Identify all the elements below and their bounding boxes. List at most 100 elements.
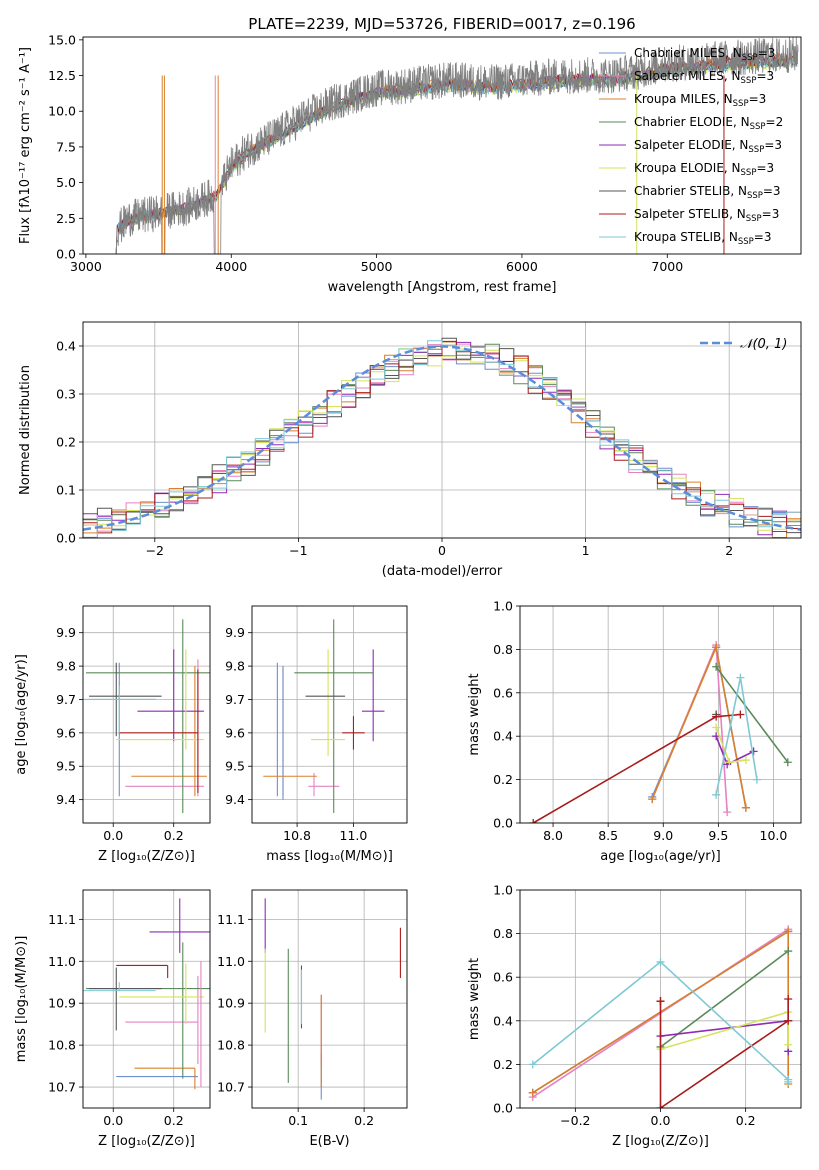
y-tick-label: 15.0 [48,32,76,47]
series-point [723,808,732,817]
y-tick-label: 7.5 [56,139,76,154]
y-tick-label: 10.7 [48,1080,76,1095]
errorbar-point [83,982,156,992]
axes-frame [251,605,408,824]
x-tick-label: 0.2 [164,828,184,843]
legend: Chabrier MILES, NSSP=3 Salpeter MILES, NS… [599,46,783,247]
x-tick-label: −0.2 [560,1113,590,1128]
series-point [752,775,761,784]
y-tick-label: 0.0 [493,1101,513,1116]
errorbar-point [119,963,204,1025]
series-7 [656,995,793,1108]
series-5 [656,1008,793,1054]
y-tick-label: 9.9 [225,625,245,640]
panel-age_vs_Z: 0.0 0.2 9.4 9.5 9.6 9.7 9.8 9.9 Z [log₁₀(Z/Z⊙)] a… [14,605,211,864]
x-tick-label: 9.0 [653,828,673,843]
series-point [528,1060,537,1069]
x-tick-label: 5000 [361,259,393,274]
legend-entry: Salpeter STELIB, NSSP=3 [634,207,779,224]
histogram-8 [83,340,801,538]
y-tick-label: 12.5 [48,68,76,83]
panel-massweight_vs_age: 8.0 8.5 9.0 9.5 10.0 0.0 0.2 0.4 0.6 0.8 1.0 age [l… [467,599,802,864]
series-line [660,1019,789,1052]
series-point [656,997,665,1006]
x-tick-label: 9.5 [708,828,728,843]
series-point [784,947,793,956]
errorbar-point [134,1067,196,1090]
axes-frame [82,36,802,255]
x-tick-label: 0.0 [103,1113,123,1128]
y-tick-label: 9.9 [56,625,76,640]
y-tick-label: 9.6 [56,725,76,740]
plot-area [83,890,210,1108]
plot-area [252,890,407,1108]
errorbar-point [361,649,385,742]
x-tick-label: −1 [289,543,307,558]
errorbar-point [83,686,156,733]
axes-frame [82,605,211,824]
plot-area [520,890,801,1108]
legend-entry: Kroupa MILES, NSSP=3 [634,92,766,109]
panel-residual_histogram: −2 −1 0 1 2 0.0 0.1 0.2 0.3 0.4 (data-model)/error… [18,321,802,579]
series-point [736,710,745,719]
y-tick-label: 9.4 [56,792,76,807]
series-point [712,643,721,652]
x-tick-label: 0.0 [651,1113,671,1128]
axes-frame [519,889,802,1109]
y-tick-label: 0.0 [56,531,76,546]
errorbar-point [131,666,207,797]
y-axis-label: age [log₁₀(age/yr)] [14,654,29,775]
series-point [784,1077,793,1086]
series-point [712,723,721,732]
x-axis-label: E(B-V) [309,1134,349,1149]
legend-entry: 𝒩(0, 1) [740,337,787,352]
series-point [749,747,758,756]
x-tick-label: −2 [146,543,164,558]
panels: 3000 4000 5000 6000 70000.02.55.07.510.012.5… [14,32,802,1149]
legend: 𝒩(0, 1) [700,337,787,352]
y-tick-label: 10.7 [217,1080,245,1095]
y-tick-label: 9.8 [225,659,245,674]
y-tick-label: 11.0 [217,954,245,969]
x-tick-label: 0.2 [736,1113,756,1128]
axes-frame [519,605,802,824]
y-tick-label: 1.0 [493,599,513,614]
gaussian-reference-curve [83,345,801,531]
x-axis-label: Z [log₁₀(Z/Z⊙)] [612,1134,709,1149]
axes-frame [82,321,802,539]
errorbar-point [89,967,162,1031]
series-point [712,712,721,721]
series-line [660,950,789,1048]
plot-area [83,606,210,823]
y-tick-label: 9.7 [56,692,76,707]
y-tick-label: 9.7 [225,692,245,707]
figure-title: PLATE=2239, MJD=53726, FIBERID=0017, z=0… [248,15,635,33]
series-3 [656,947,793,1051]
legend-entry: Salpeter ELODIE, NSSP=3 [634,138,782,155]
series-point [784,1040,793,1049]
series-point [736,673,745,682]
legend-entry: Chabrier STELIB, NSSP=3 [634,184,781,201]
panel-mass_vs_Z: 0.0 0.2 10.7 10.8 10.9 11.0 11.1 Z [log₁₀(Z/Z⊙)… [14,889,211,1149]
y-axis-label: Normed distribution [18,365,33,495]
series-point [648,795,657,804]
errorbar-point [137,649,204,742]
y-tick-label: 9.5 [225,759,245,774]
x-tick-label: 10.8 [283,828,311,843]
y-axis-label: mass [log₁₀(M/M⊙)] [14,936,29,1063]
x-tick-label: 7000 [651,259,683,274]
x-axis-label: (data-model)/error [382,564,503,579]
series-point [656,957,665,966]
series-line [715,666,789,763]
y-tick-label: 9.5 [56,759,76,774]
y-axis-label: mass weight [467,958,482,1040]
y-tick-label: 11.1 [48,912,76,927]
series-point [529,819,538,823]
errorbar-point [119,669,199,793]
x-tick-label: 10.0 [760,828,788,843]
y-tick-label: 10.8 [217,1038,245,1053]
y-tick-label: 0.6 [493,685,513,700]
x-tick-label: 0.2 [354,1113,374,1128]
errorbar-point [149,898,210,953]
